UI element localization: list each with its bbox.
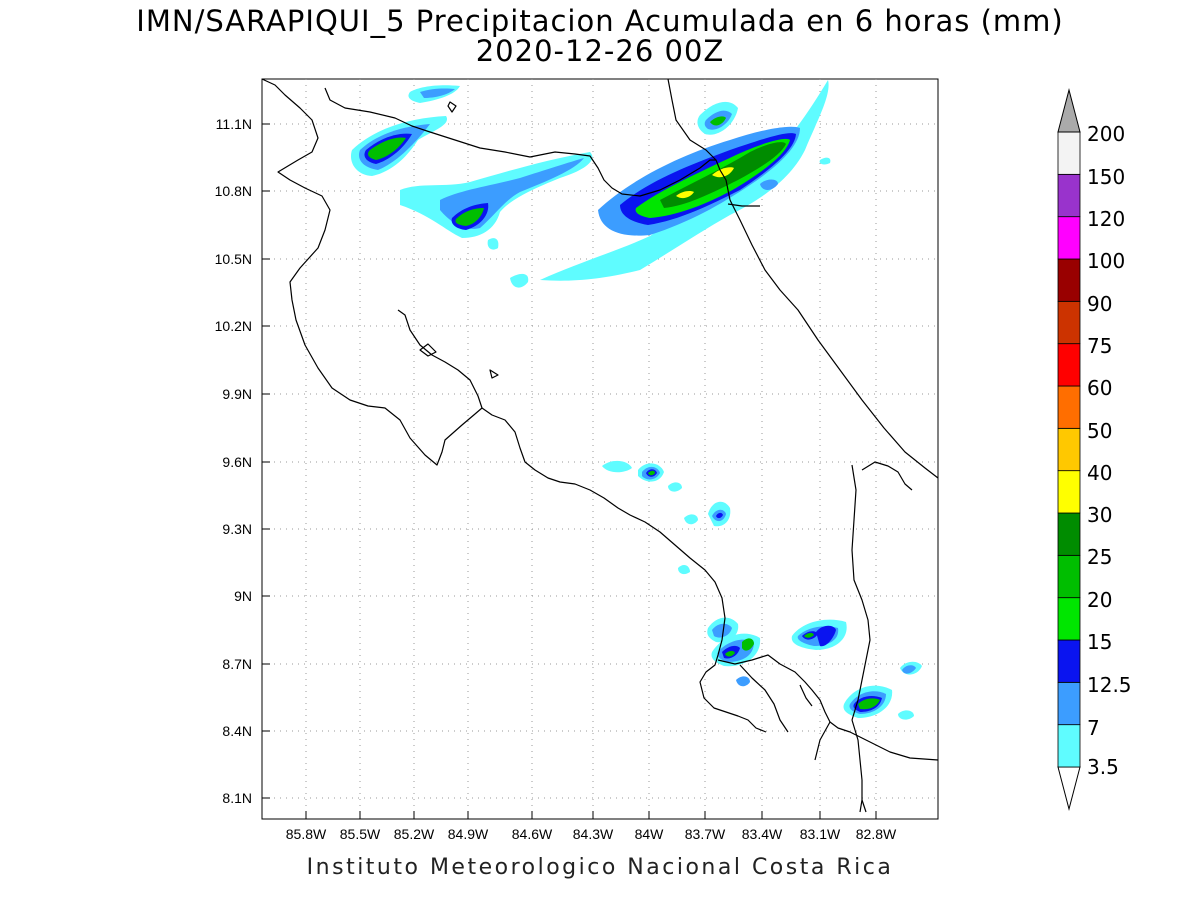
precip-cell: [742, 638, 754, 651]
precip-cell: [710, 116, 726, 126]
lat-label: 9N: [234, 588, 252, 604]
colorbar-swatch: [1057, 427, 1081, 472]
colorbar-label: 90: [1087, 292, 1113, 316]
lat-label: 10.8N: [214, 183, 252, 199]
colorbar-swatch: [1057, 343, 1081, 387]
precip-cell: [736, 676, 750, 687]
precip-cell: [858, 698, 880, 710]
lon-label: 84.6W: [511, 826, 553, 842]
precip-cell: [804, 632, 814, 638]
precip-cell: [676, 191, 694, 199]
colorbar-label: 12.5: [1087, 673, 1132, 697]
colorbar-min-arrow: [1057, 766, 1081, 811]
colorbar-label: 25: [1087, 545, 1113, 569]
colorbar-label: 60: [1087, 376, 1113, 400]
lon-label: 83.4W: [741, 826, 783, 842]
precip-cell: [420, 88, 455, 98]
map-title: IMN/SARAPIQUI_5 Precipitacion Acumulada …: [136, 4, 1064, 38]
colorbar-swatch: [1057, 724, 1081, 768]
colorbar-label: 20: [1087, 588, 1113, 612]
lon-label: 82.8W: [855, 826, 897, 842]
lon-label: 84.9W: [447, 826, 489, 842]
lon-label: 85.2W: [393, 826, 435, 842]
lat-label: 10.2N: [214, 318, 252, 334]
precip-cell: [716, 512, 723, 519]
precip-cell: [455, 208, 484, 226]
ticks: [262, 123, 877, 819]
coastline: [261, 78, 939, 813]
lon-label: 85.5W: [339, 826, 381, 842]
lon-label: 84W: [634, 826, 664, 842]
precip-cell: [648, 470, 655, 476]
colorbar-swatch: [1057, 512, 1081, 556]
precip-cell: [816, 625, 836, 647]
colorbar-swatch: [1057, 300, 1081, 345]
precip-cell: [684, 514, 698, 525]
precip-cell: [487, 238, 499, 250]
colorbar-swatch: [1057, 639, 1081, 683]
precip-cell: [712, 623, 732, 638]
precip-cell: [602, 460, 632, 473]
precip-cell: [368, 137, 406, 160]
colorbar-label: 30: [1087, 503, 1113, 527]
colorbar-swatch: [1057, 470, 1081, 514]
lon-label: 84.3W: [572, 826, 614, 842]
colorbar-swatch: [1057, 554, 1081, 599]
precip-cell: [678, 565, 690, 575]
colorbar-label: 3.5: [1087, 755, 1119, 779]
colorbar-label: 50: [1087, 419, 1113, 443]
precip-cell: [725, 650, 735, 657]
lon-label: 83.1W: [799, 826, 841, 842]
colorbar: [1057, 88, 1081, 811]
colorbar-label: 100: [1087, 249, 1126, 273]
precip-cell: [712, 167, 734, 178]
lat-label: 9.3N: [222, 521, 252, 537]
colorbar-swatch: [1057, 216, 1081, 260]
precipitation-field: [350, 80, 922, 720]
colorbar-swatch: [1057, 258, 1081, 302]
colorbar-max-arrow: [1057, 88, 1081, 133]
footer-credit: Instituto Meteorologico Nacional Costa R…: [306, 855, 894, 880]
colorbar-swatch: [1057, 131, 1081, 175]
colorbar-label: 75: [1087, 334, 1113, 358]
lat-label: 8.7N: [222, 656, 252, 672]
colorbar-swatch: [1057, 173, 1081, 218]
lat-label: 11.1N: [215, 116, 252, 132]
precip-cell: [819, 157, 831, 165]
colorbar-label: 40: [1087, 461, 1113, 485]
precip-cell: [510, 273, 529, 288]
colorbar-label: 200: [1087, 122, 1126, 146]
map-subtitle-date: 2020-12-26 00Z: [475, 34, 725, 68]
map-frame: [261, 78, 939, 820]
colorbar-swatch: [1057, 681, 1081, 726]
colorbar-swatch: [1057, 597, 1081, 641]
precip-cell: [760, 179, 778, 190]
lat-label: 8.4N: [222, 723, 252, 739]
lat-label: 9.6N: [222, 454, 252, 470]
lat-label: 8.1N: [222, 790, 252, 806]
colorbar-label: 150: [1087, 165, 1126, 189]
colorbar-label: 120: [1087, 207, 1126, 231]
precip-cell: [902, 665, 916, 674]
lon-label: 85.8W: [285, 826, 327, 842]
precip-cell: [668, 482, 682, 492]
colorbar-swatch: [1057, 385, 1081, 429]
colorbar-label: 15: [1087, 630, 1113, 654]
lat-label: 9.9N: [222, 386, 252, 402]
lon-label: 83.7W: [684, 826, 726, 842]
lat-label: 10.5N: [214, 251, 252, 267]
precip-cell: [898, 710, 914, 720]
colorbar-label: 7: [1087, 716, 1100, 740]
